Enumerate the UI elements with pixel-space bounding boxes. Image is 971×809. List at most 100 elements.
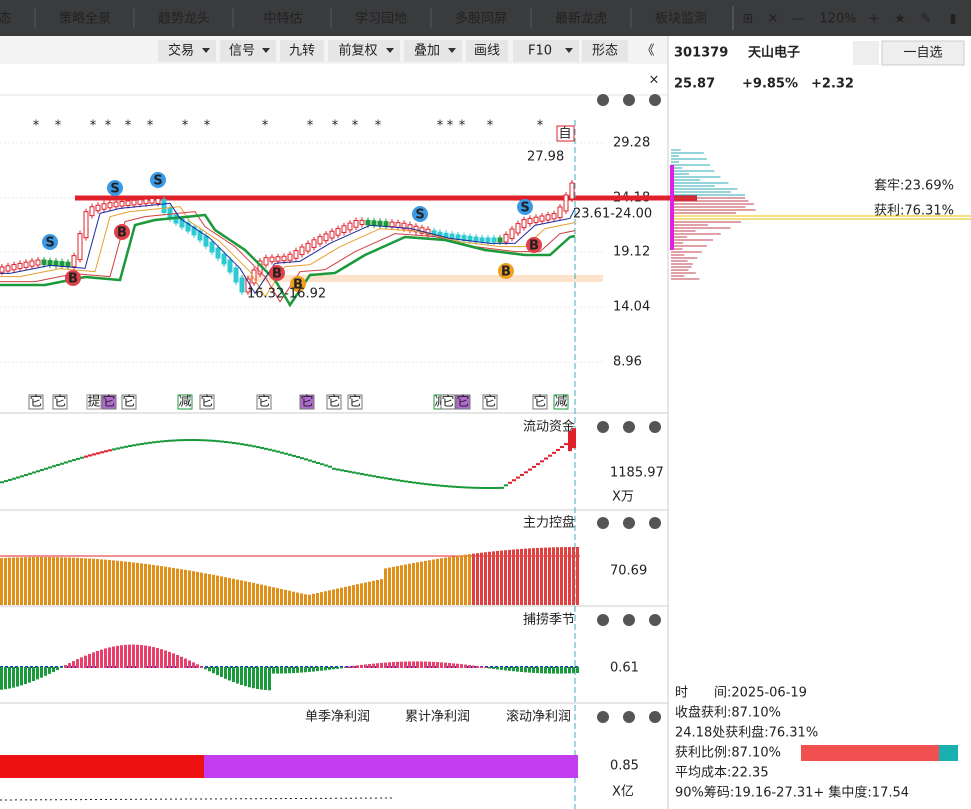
close[interactable]: × [649, 73, 660, 88]
candle-body [59, 261, 65, 267]
nav-tab[interactable]: 中特估 [263, 12, 302, 27]
control-bar [280, 588, 283, 605]
candle-body [5, 265, 11, 272]
nav-bar [0, 0, 971, 36]
candle-body [263, 257, 269, 266]
season-bar [368, 664, 371, 668]
toolbar-button[interactable] [513, 40, 579, 62]
signal-label: B [529, 239, 539, 254]
panel-title: 主力控盘 [523, 515, 575, 531]
panel-icon[interactable] [649, 614, 661, 626]
panel-icon[interactable] [649, 421, 661, 433]
bell-button[interactable] [853, 41, 879, 65]
profit-tab[interactable]: 滚动净利润 [506, 709, 571, 725]
control-bar [148, 564, 151, 605]
control-bar [312, 593, 315, 605]
control-bar [308, 594, 311, 605]
control-bar [200, 572, 203, 605]
toolbar-button[interactable] [582, 40, 628, 62]
nav-tab[interactable]: 多股同屏 [455, 11, 507, 27]
nav-tab[interactable]: 策略全景 [59, 11, 111, 27]
control-bar [48, 557, 51, 605]
season-bar [568, 667, 571, 674]
profit-tab[interactable]: 累计净利润 [405, 710, 470, 725]
panel-icon[interactable] [649, 517, 661, 529]
season-bar [280, 667, 283, 674]
annotation: 23.61-24.00 [573, 207, 652, 222]
candle-body [53, 260, 59, 267]
season-bar [348, 666, 351, 668]
signal-label: B [501, 265, 511, 280]
chip-stat: 获利:76.31% [874, 204, 954, 219]
panel-icon[interactable] [597, 94, 609, 106]
control-bar [500, 550, 503, 605]
toolbar-button[interactable] [158, 40, 216, 62]
control-bar [336, 588, 339, 605]
nav-tab[interactable]: 态 [0, 12, 12, 27]
event-tag: 它 [122, 394, 135, 410]
signal-label: B [117, 226, 127, 241]
control-bar [212, 574, 215, 605]
season-bar [432, 661, 435, 668]
control-bar [460, 555, 463, 605]
season-bar [356, 665, 359, 668]
panel-icon[interactable] [597, 711, 609, 723]
nav-icon[interactable]: — [792, 12, 805, 27]
panel-icon[interactable] [649, 711, 661, 723]
panel-icon[interactable] [597, 614, 609, 626]
event-tag-box [52, 394, 68, 410]
nav-icon[interactable]: + [869, 12, 880, 27]
watch-button[interactable] [881, 40, 965, 66]
candle-body [251, 269, 257, 284]
control-bar [28, 557, 31, 605]
control-bar [12, 557, 15, 605]
season-bar [344, 666, 347, 668]
season-bar [532, 667, 535, 673]
panel-icon[interactable] [623, 517, 635, 529]
star-marker: * [537, 119, 544, 134]
nav-icon[interactable]: ✕ [768, 12, 779, 27]
candle-body [137, 199, 143, 205]
nav-icon[interactable]: ★ [894, 12, 906, 27]
control-bar [128, 561, 131, 605]
nav-icon[interactable]: ⊞ [743, 12, 754, 27]
nav-tab[interactable]: 最新龙虎 [555, 11, 607, 27]
control-bar [332, 589, 335, 605]
control-bar [228, 577, 231, 605]
nav-icon[interactable]: ▮ [949, 12, 956, 27]
toolbar-button[interactable] [220, 40, 276, 62]
candle-body [401, 222, 407, 230]
control-bar [448, 556, 451, 605]
panel-icon[interactable] [649, 94, 661, 106]
control-bar [472, 553, 475, 605]
season-bar [528, 667, 531, 673]
toolbar-button[interactable] [466, 40, 508, 62]
panel-value: 0.85 [610, 759, 639, 774]
candle-body [365, 219, 371, 226]
nav-tab[interactable]: 趋势龙头 [158, 11, 210, 27]
toolbar-button[interactable] [404, 40, 462, 62]
panel-icon[interactable] [623, 421, 635, 433]
signal-badge [107, 180, 123, 196]
control-bar [372, 580, 375, 605]
season-bar [64, 665, 67, 668]
season-bar [508, 667, 511, 671]
panel-icon[interactable] [597, 421, 609, 433]
season-bar [256, 667, 259, 689]
panel-icon[interactable] [623, 614, 635, 626]
control-bar [188, 570, 191, 605]
panel-icon[interactable] [597, 517, 609, 529]
collapse[interactable]: 《 [641, 44, 654, 59]
candle-body [503, 233, 509, 243]
panel-icon[interactable] [623, 711, 635, 723]
control-bar [524, 548, 527, 605]
control-bar [252, 582, 255, 605]
nav-tab[interactable]: 学习园地 [355, 11, 407, 27]
nav-icon[interactable]: ✎ [921, 12, 932, 27]
panel-icon[interactable] [623, 94, 635, 106]
nav-tab[interactable]: 板块监测 [655, 12, 707, 27]
toolbar-button[interactable] [280, 40, 324, 62]
profit-tab[interactable]: 单季净利润 [305, 710, 370, 725]
toolbar-button[interactable] [328, 40, 400, 62]
control-bar [340, 587, 343, 605]
